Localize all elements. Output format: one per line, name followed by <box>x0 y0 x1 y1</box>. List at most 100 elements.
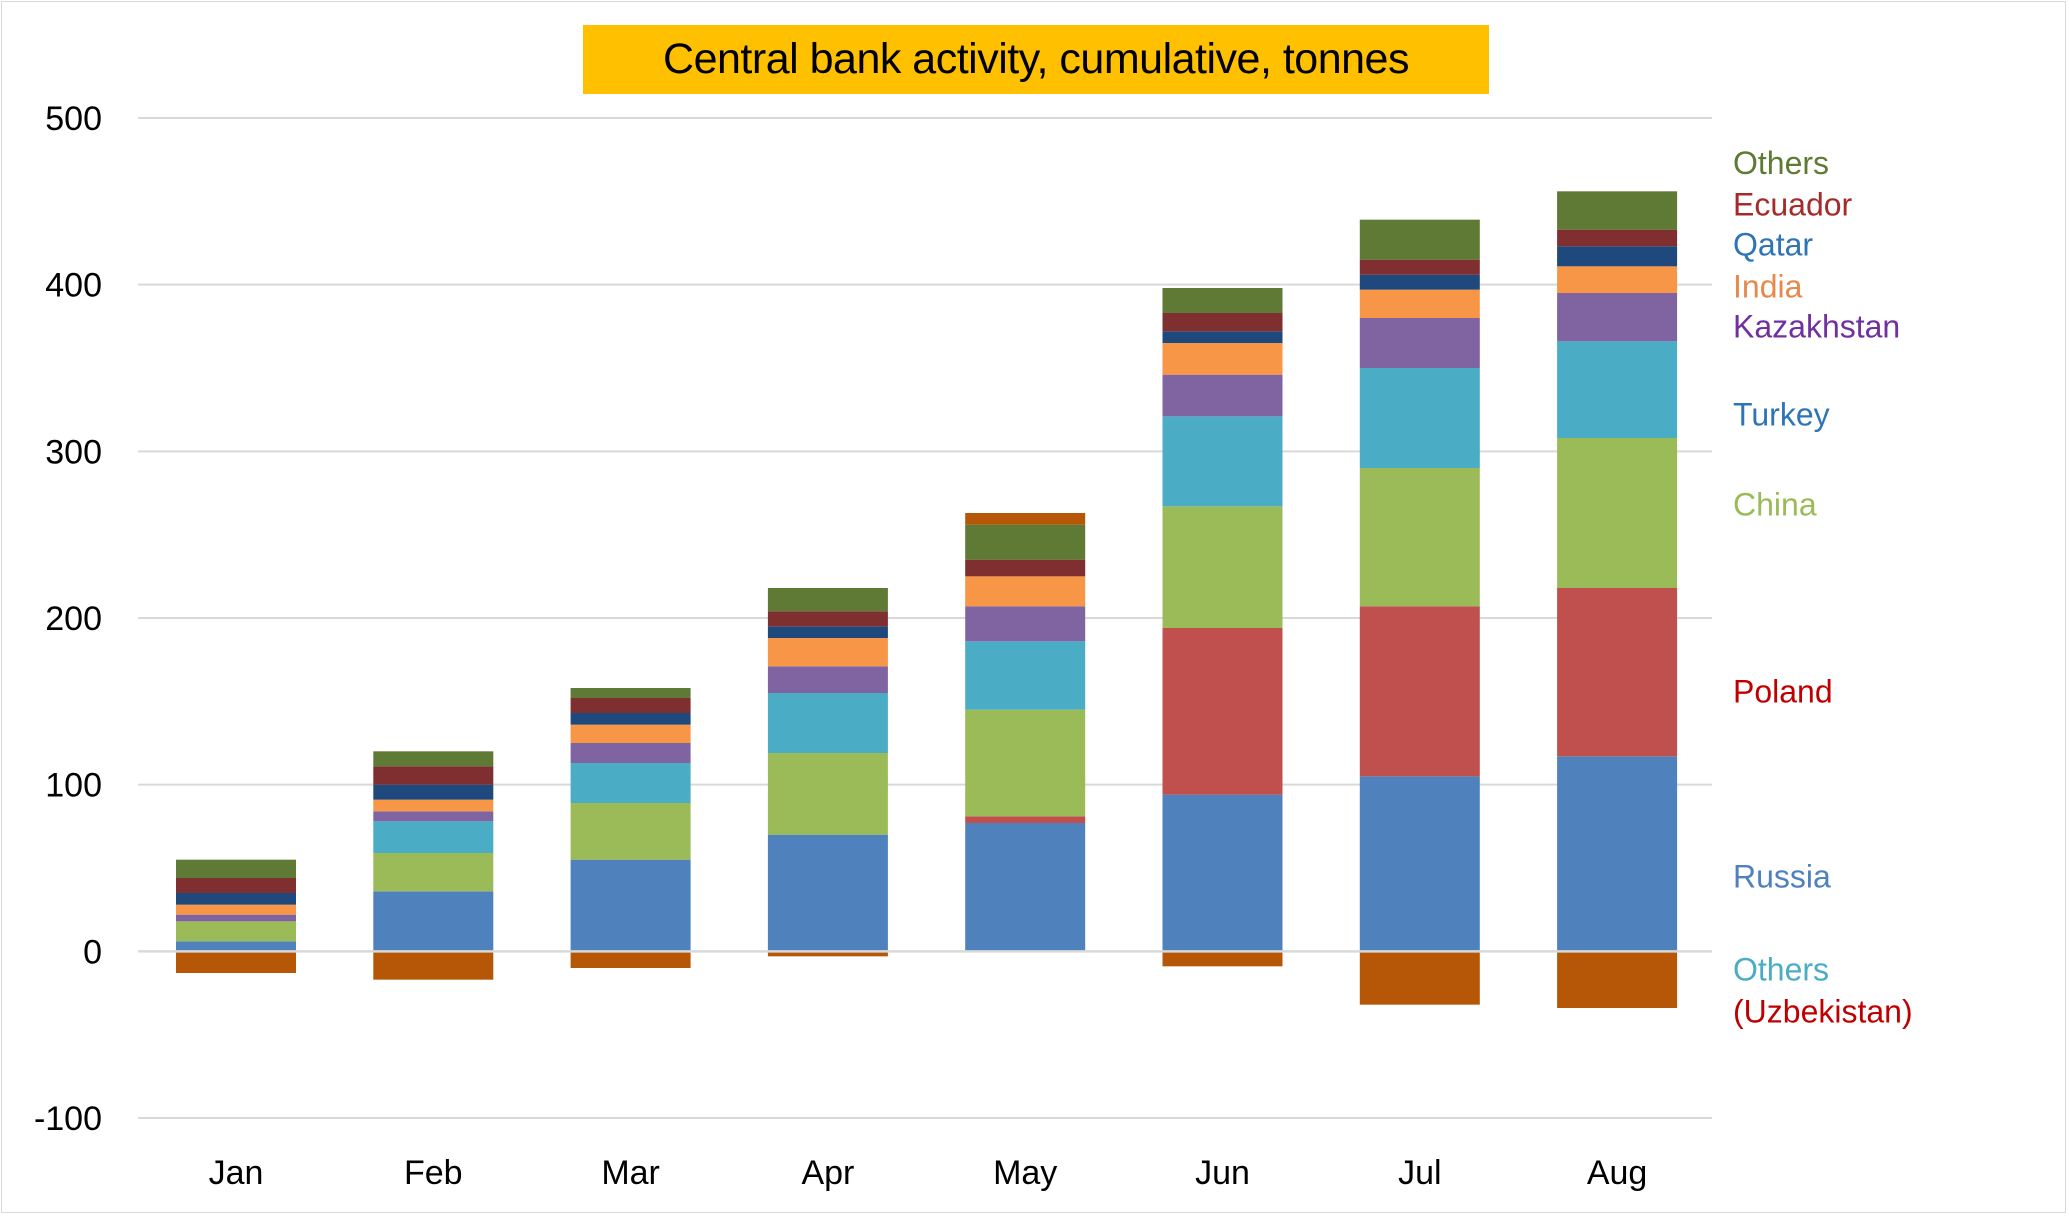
bar-segment-india <box>767 638 888 667</box>
bar-segment-others_negative <box>1359 951 1480 1005</box>
bar-segment-kazakhstan <box>767 666 888 693</box>
bar-segment-kazakhstan <box>570 743 691 763</box>
bar-segment-china <box>1359 468 1480 607</box>
x-tick-label: Feb <box>404 1154 463 1192</box>
x-axis: Jan Feb Mar Apr May Jun Jul Aug <box>209 1154 1648 1192</box>
bar-segment-china <box>570 803 691 860</box>
bar-segment-poland <box>965 816 1086 823</box>
bar-segment-russia <box>965 823 1086 952</box>
series-label: Turkey <box>1733 397 1830 433</box>
bar-segment-others <box>1557 191 1678 230</box>
series-labels: Others Ecuador Qatar India Kazakhstan Turkey C… <box>1733 145 1913 1029</box>
bar-segment-others <box>373 751 494 767</box>
bar-segment-china <box>1162 506 1283 628</box>
bar-segment-turkey <box>373 821 494 853</box>
bar-segment-others <box>767 588 888 612</box>
bar-segment-turkey <box>767 693 888 753</box>
chart-title: Central bank activity, cumulative, tonne… <box>663 35 1409 83</box>
bar-segment-india <box>1359 289 1480 318</box>
bar-segment-others_negative <box>176 951 296 973</box>
bars <box>176 191 1678 1008</box>
bar-segment-kazakhstan <box>1162 374 1283 417</box>
series-label: Poland <box>1733 673 1833 709</box>
bar-segment-kazakhstan <box>965 606 1086 642</box>
x-tick-label: May <box>993 1154 1057 1192</box>
bar-segment-others <box>1162 288 1283 313</box>
bar-segment-turkey <box>1359 368 1480 468</box>
bar-segment-poland <box>1162 628 1283 795</box>
bar-segment-ecuador <box>1162 313 1283 332</box>
y-tick-label: 100 <box>45 767 102 805</box>
bar-segment-india <box>1557 266 1678 293</box>
y-tick-label: 200 <box>45 600 102 638</box>
bar-segment-qatar <box>1557 246 1678 267</box>
bar-segment-china <box>1557 438 1678 588</box>
bar-segment-ecuador <box>1359 259 1480 275</box>
series-label: (Uzbekistan) <box>1733 993 1913 1029</box>
series-label: Others <box>1733 952 1829 988</box>
bar-segment-russia <box>1557 756 1678 952</box>
bar-segment-india <box>176 904 296 915</box>
bar-segment-poland <box>1557 588 1678 757</box>
bar-segment-qatar <box>373 784 494 800</box>
bar-segment-others_negative <box>1162 951 1283 967</box>
series-label: Russia <box>1733 858 1831 894</box>
bar-segment-kazakhstan <box>1557 293 1678 342</box>
series-label: China <box>1733 487 1817 523</box>
y-tick-label: 400 <box>45 267 102 305</box>
x-tick-label: Jun <box>1195 1154 1250 1192</box>
bar-segment-ecuador <box>176 878 296 893</box>
x-tick-label: Mar <box>601 1154 660 1192</box>
bar-segment-kazakhstan <box>176 914 296 922</box>
bar-segment-ecuador <box>965 559 1086 577</box>
y-tick-label: -100 <box>34 1100 102 1138</box>
bar-segment-russia <box>570 859 691 952</box>
y-tick-label: 500 <box>45 100 102 138</box>
bar-segment-kazakhstan <box>373 811 494 822</box>
bar-segment-china <box>176 921 296 942</box>
bar-segment-others <box>965 524 1086 560</box>
y-tick-label: 300 <box>45 433 102 471</box>
bar-segment-others_negative <box>767 951 888 957</box>
bar-segment-others <box>570 688 691 698</box>
bar-segment-others <box>1359 219 1480 260</box>
bar-segment-others_negative <box>965 513 1086 525</box>
bar-segment-qatar <box>1359 274 1480 290</box>
bar-segment-china <box>965 709 1086 817</box>
bar-segment-turkey <box>570 763 691 803</box>
bar-segment-russia <box>767 834 888 952</box>
x-tick-label: Apr <box>801 1154 854 1192</box>
bar-segment-india <box>570 724 691 743</box>
bar-segment-ecuador <box>1557 229 1678 247</box>
bar-segment-ecuador <box>373 766 494 785</box>
bar-segment-china <box>767 753 888 835</box>
series-label: Qatar <box>1733 227 1813 263</box>
bar-segment-others_negative <box>373 951 494 980</box>
bar-segment-qatar <box>767 626 888 638</box>
bar-segment-china <box>373 853 494 892</box>
y-tick-label: 0 <box>83 933 102 971</box>
bar-segment-others_negative <box>570 951 691 968</box>
bar-segment-turkey <box>1557 341 1678 438</box>
bar-segment-russia <box>1162 794 1283 952</box>
series-label: Ecuador <box>1733 187 1853 223</box>
x-tick-label: Jul <box>1398 1154 1441 1192</box>
series-label: Kazakhstan <box>1733 308 1900 344</box>
bar-segment-qatar <box>570 713 691 725</box>
y-axis: 500 400 300 200 100 0 -100 <box>34 100 102 1138</box>
x-tick-label: Jan <box>209 1154 264 1192</box>
bar-segment-india <box>1162 343 1283 375</box>
bar-segment-turkey <box>965 641 1086 710</box>
bar-segment-others_negative <box>1557 951 1678 1008</box>
bar-segment-others <box>176 859 296 878</box>
bar-segment-russia <box>1359 776 1480 952</box>
bar-segment-india <box>965 576 1086 607</box>
bar-segment-russia <box>373 891 494 952</box>
series-label: India <box>1733 268 1803 304</box>
bar-segment-qatar <box>176 893 296 905</box>
bar-segment-russia <box>176 941 296 952</box>
bar-segment-poland <box>1359 606 1480 777</box>
series-label: Others <box>1733 145 1829 181</box>
